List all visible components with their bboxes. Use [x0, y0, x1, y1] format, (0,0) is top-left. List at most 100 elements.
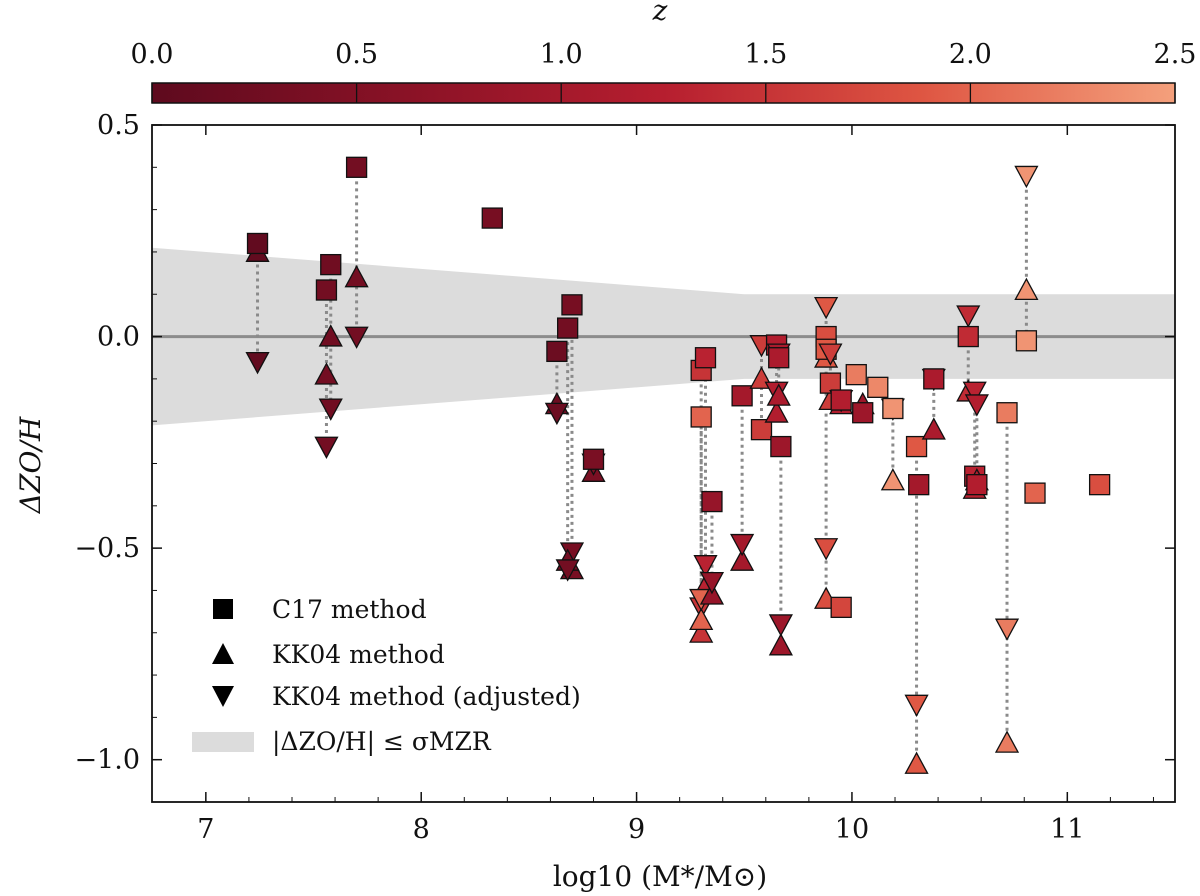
kk04-marker	[689, 620, 714, 643]
legend-marker-triangle-up	[212, 643, 234, 664]
x-tick-label: 10	[835, 814, 869, 845]
legend-label-band: |ΔZO/H| ≤ σMZR	[272, 727, 492, 757]
kk04-marker	[768, 633, 793, 656]
colorbar-tick-label: 2.0	[949, 39, 992, 70]
kk04-adjusted-marker	[1014, 165, 1039, 189]
c17-marker	[582, 448, 605, 470]
kk04-marker	[764, 400, 789, 423]
c17-marker	[1088, 474, 1111, 496]
kk04-adjusted-marker	[544, 402, 569, 426]
legend-label-c17: C17 method	[272, 595, 427, 624]
y-axis-label: ΔZO/H	[14, 416, 47, 514]
c17-marker	[557, 317, 579, 339]
y-axis-ticks: −1.0 −0.5 0.0 0.5	[74, 110, 1175, 803]
kk04-adjusted-marker	[318, 398, 343, 421]
kk04-adjusted-marker	[814, 296, 839, 320]
data-markers	[245, 156, 1111, 774]
kk04-adjusted-marker	[904, 694, 929, 718]
colorbar-label: z	[652, 0, 668, 27]
kk04-adjusted-marker	[245, 351, 270, 375]
x-axis-ticks: 7 8 9 10 11	[197, 125, 1154, 845]
kk04-marker	[1014, 277, 1039, 301]
c17-marker	[750, 418, 773, 441]
y-tick-label: −0.5	[74, 533, 140, 564]
colorbar-tick-label: 1.0	[540, 39, 583, 70]
c17-marker	[830, 596, 852, 619]
c17-marker	[830, 389, 852, 411]
c17-marker	[845, 363, 867, 386]
legend-label-kk04: KK04 method	[272, 640, 445, 669]
colorbar-gradient	[151, 82, 1176, 104]
c17-marker	[315, 279, 338, 301]
c17-marker	[1015, 330, 1038, 352]
c17-marker	[882, 397, 904, 420]
legend-label-kk04-adjusted: KK04 method (adjusted)	[272, 682, 581, 711]
kk04-adjusted-marker	[962, 381, 987, 404]
kk04-marker	[880, 468, 905, 491]
kk04-adjusted-marker	[693, 555, 718, 578]
kk04-marker	[730, 548, 755, 571]
kk04-marker	[904, 751, 929, 774]
x-axis-label: log10 (M*/M⊙)	[553, 860, 767, 893]
plot-background	[152, 125, 1175, 802]
x-tick-label: 7	[197, 814, 214, 845]
legend: C17 method KK04 method KK04 method (adju…	[192, 595, 581, 757]
x-tick-label: 11	[1050, 814, 1084, 845]
c17-marker	[320, 253, 342, 276]
c17-marker	[1024, 482, 1046, 504]
colorbar-tick-label: 2.5	[1154, 39, 1197, 70]
y-tick-label: 0.5	[97, 110, 140, 141]
y-tick-label: −1.0	[74, 745, 140, 776]
colorbar-ticks: 0.0 0.5 1.0 1.5 2.0 2.5	[131, 39, 1197, 103]
kk04-adjusted-marker	[730, 533, 755, 557]
legend-marker-band	[192, 732, 254, 752]
colorbar-tick-label: 1.5	[744, 39, 787, 70]
legend-marker-square	[213, 599, 233, 619]
plot-area: 7 8 9 10 11 −1.0 −0.5 0.0 0.5	[74, 110, 1176, 845]
kk04-marker	[344, 264, 369, 288]
x-tick-label: 9	[628, 814, 645, 845]
c17-marker	[690, 406, 712, 428]
c17-marker	[731, 385, 753, 407]
kk04-adjusted-marker	[818, 343, 843, 366]
kk04-adjusted-marker	[555, 559, 580, 582]
y-tick-label: 0.0	[97, 322, 140, 353]
colorbar-tick-label: 0.0	[131, 39, 174, 70]
colorbar-tick-label: 0.5	[335, 39, 378, 70]
kk04-adjusted-marker	[344, 326, 369, 349]
legend-marker-triangle-down	[212, 686, 234, 707]
c17-marker	[923, 368, 945, 390]
c17-marker	[546, 340, 568, 363]
c17-marker	[561, 294, 583, 316]
c17-marker	[701, 490, 723, 513]
kk04-marker	[921, 417, 946, 440]
c17-marker	[966, 474, 988, 496]
c17-marker	[246, 232, 269, 255]
kk04-marker	[689, 607, 714, 631]
colorbar: 0.0 0.5 1.0 1.5 2.0 2.5 z	[131, 0, 1197, 104]
kk04-marker	[314, 362, 339, 385]
c17-marker	[768, 347, 790, 369]
c17-marker	[852, 402, 874, 424]
x-tick-label: 8	[413, 814, 430, 845]
kk04-adjusted-marker	[768, 614, 793, 637]
c17-marker	[694, 347, 717, 369]
kk04-adjusted-marker	[814, 538, 839, 561]
kk04-adjusted-marker	[699, 571, 725, 595]
c17-marker	[481, 207, 503, 229]
kk04-adjusted-marker	[956, 305, 981, 328]
kk04-adjusted-marker	[314, 436, 339, 459]
kk04-marker	[994, 730, 1020, 753]
c17-marker	[770, 435, 792, 458]
c17-marker	[867, 376, 889, 398]
kk04-marker	[318, 324, 343, 347]
c17-marker	[819, 372, 842, 394]
kk04-adjusted-marker	[964, 394, 989, 417]
c17-marker	[908, 474, 930, 496]
c17-marker	[905, 435, 928, 458]
kk04-marker	[766, 383, 791, 406]
c17-marker	[345, 156, 368, 178]
kk04-adjusted-marker	[994, 618, 1020, 641]
c17-marker	[957, 325, 979, 348]
